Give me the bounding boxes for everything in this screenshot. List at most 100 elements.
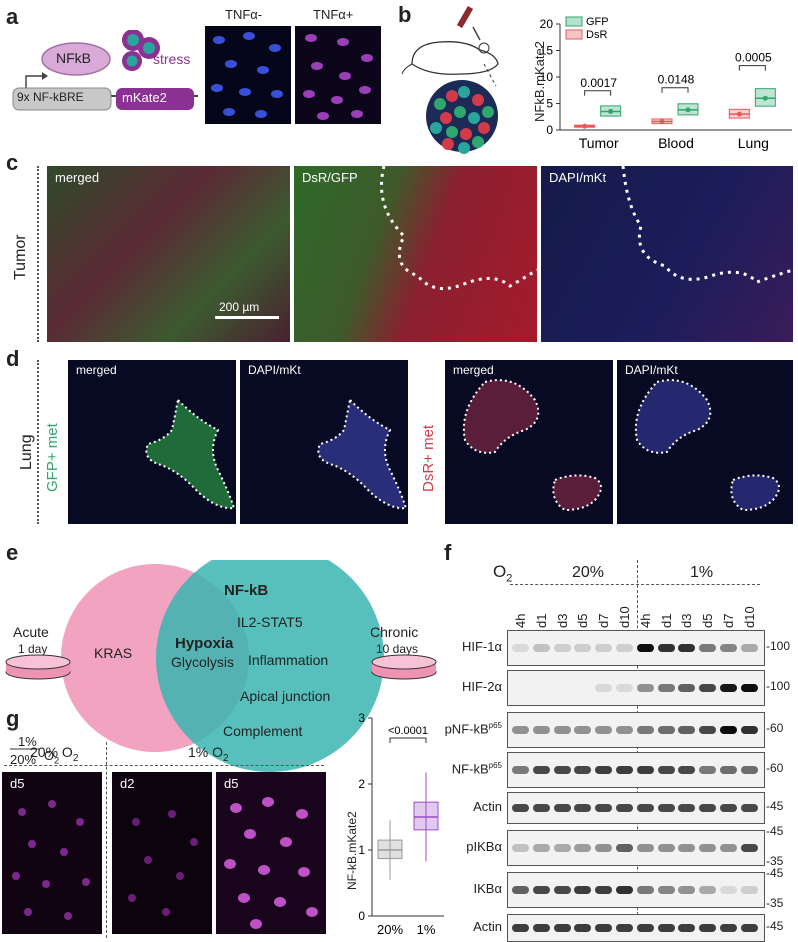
g-1-d5-image: d5: [216, 772, 326, 934]
blot-band: [636, 844, 654, 852]
blot-band: [533, 684, 550, 692]
blot-band: [554, 684, 571, 692]
lane-label: d1: [658, 613, 674, 628]
blot-band: [512, 684, 529, 692]
f-header-line: [510, 584, 760, 585]
blot-band: [720, 644, 737, 652]
blot-band: [740, 804, 758, 812]
blot-band: [740, 726, 758, 734]
d-gfp-dapi-label: DAPI/mKt: [248, 363, 301, 377]
mw-marker: -45: [766, 824, 784, 838]
blot-band: [657, 844, 675, 852]
blot-band: [657, 684, 675, 692]
panel-label-e: e: [6, 540, 19, 565]
blot-band: [657, 804, 675, 812]
blot-band: [636, 684, 654, 692]
b-point: [659, 119, 665, 125]
stress-label: stress: [153, 51, 191, 67]
c-merged-image: merged 200 µm: [47, 166, 290, 342]
g-ytick-label: 3: [358, 711, 365, 725]
blot-band: [678, 726, 696, 734]
g-1-d2-label: d2: [120, 776, 135, 791]
acute-dish-icon: [5, 654, 71, 680]
f-cond-20: 20%: [572, 564, 605, 581]
blot-band: [574, 844, 592, 852]
blot-label: pIKBα: [466, 839, 502, 854]
blot-band: [512, 766, 529, 774]
bre-label: 9x NF-kBRE: [17, 90, 84, 104]
blot-label: pNF-kBp65: [444, 721, 502, 737]
blot-band: [720, 684, 737, 692]
lane-label: 4h: [637, 613, 653, 628]
blot-band: [532, 644, 550, 652]
b-point: [736, 111, 742, 117]
panel-label-a: a: [6, 4, 19, 29]
d-row-divider: [37, 360, 39, 524]
c-merged-label: merged: [55, 170, 100, 185]
b-bracket: [661, 87, 689, 93]
blot-band: [574, 924, 592, 932]
blot-label: HIF-1α: [461, 639, 502, 654]
panel-label-g: g: [6, 706, 20, 731]
b-legend-label: GFP: [586, 16, 609, 28]
blot-strip: [507, 792, 765, 824]
blot-band: [657, 766, 675, 774]
g-20-d5-label: d5: [10, 776, 25, 791]
b-category-label: Tumor: [579, 135, 619, 151]
acute-duration: 1 day: [18, 642, 48, 656]
blot-band: [699, 804, 717, 812]
g-bracket: [389, 737, 427, 743]
blot-band: [532, 886, 550, 894]
blot-band: [532, 766, 550, 774]
c-dsr-gfp-image: DsR/GFP: [294, 166, 537, 342]
blot-band: [532, 924, 550, 932]
b-pvalue: 0.0017: [580, 76, 617, 90]
chart-g: 0 1 2 3 20% 1% <0.0001: [358, 711, 444, 937]
b-pvalue: 0.0005: [735, 51, 772, 65]
blot-band: [616, 924, 633, 932]
blot-band: [678, 684, 696, 692]
blot-band: [595, 886, 613, 894]
blot-band: [532, 804, 550, 812]
blot-band: [699, 726, 717, 734]
b-ytick-label: 20: [540, 17, 554, 31]
b-ytick-label: 5: [546, 97, 553, 111]
blot-strip: [507, 752, 765, 788]
b-legend-label: DsR: [586, 29, 607, 41]
d-gfp-dapi-image: DAPI/mKt: [240, 360, 408, 524]
blot-band: [553, 844, 571, 852]
blot-band: [699, 644, 717, 652]
blot-band: [553, 886, 571, 894]
blot-band: [616, 644, 633, 652]
blot-band: [740, 924, 758, 932]
lane-label: d10: [617, 606, 632, 628]
g-ytick-label: 1: [358, 843, 365, 857]
blot-band: [678, 804, 696, 812]
b-ylabel: NFkB.mKate2: [532, 41, 547, 122]
blot-band: [699, 886, 717, 894]
g-header-line: [4, 765, 324, 766]
blot-band: [699, 924, 717, 932]
g-20-d5-image: d5: [2, 772, 102, 934]
f-o2-label: O2: [493, 562, 513, 585]
blot-band: [678, 886, 696, 894]
blot-band: [595, 684, 613, 692]
panel-label-c: c: [6, 150, 19, 175]
lane-label: d3: [679, 613, 695, 628]
lane-label: d1: [533, 613, 549, 628]
scale-bar-label: 200 µm: [219, 300, 260, 314]
tnf-pos-label: TNFα+: [313, 7, 354, 22]
c-dapi-image: DAPI/mKt: [541, 166, 793, 342]
blot-strip: [507, 712, 765, 748]
venn-nfkb: NF-kB: [224, 582, 269, 599]
lane-label: 4h: [513, 613, 528, 628]
blot-band: [720, 766, 737, 774]
blot-label: NF-kBp65: [451, 761, 502, 777]
blot-band: [657, 644, 675, 652]
blot-band: [636, 726, 654, 734]
blot-band: [657, 924, 675, 932]
blot-band: [699, 684, 717, 692]
mw-marker: -60: [766, 761, 784, 775]
c-dsr-gfp-label: DsR/GFP: [302, 170, 358, 185]
g-pvalue: <0.0001: [388, 725, 428, 737]
